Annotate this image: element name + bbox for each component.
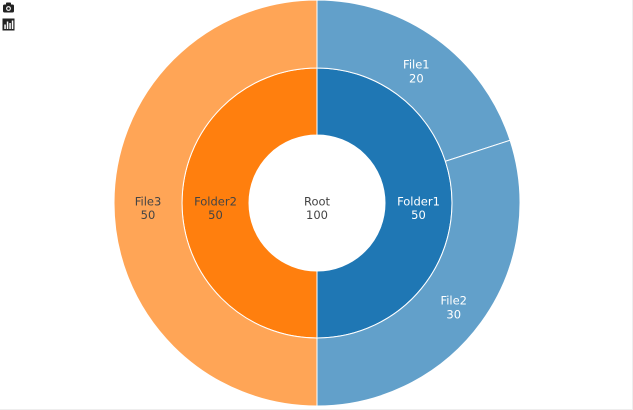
slice-label-file3: File3 50	[135, 194, 162, 222]
slice-label-folder1: Folder1 50	[397, 194, 440, 222]
slice-label-folder2: Folder2 50	[194, 194, 237, 222]
slice-label-file2: File2 30	[440, 294, 467, 322]
modebar	[2, 1, 15, 31]
camera-icon[interactable]	[2, 1, 15, 14]
bar-chart-icon[interactable]	[2, 18, 15, 31]
slice-file3[interactable]	[113, 0, 318, 407]
slice-file2[interactable]	[316, 139, 521, 407]
slice-root[interactable]	[249, 135, 385, 271]
slice-label-root: Root 100	[304, 194, 331, 222]
slice-label-file1: File1 20	[403, 58, 430, 86]
